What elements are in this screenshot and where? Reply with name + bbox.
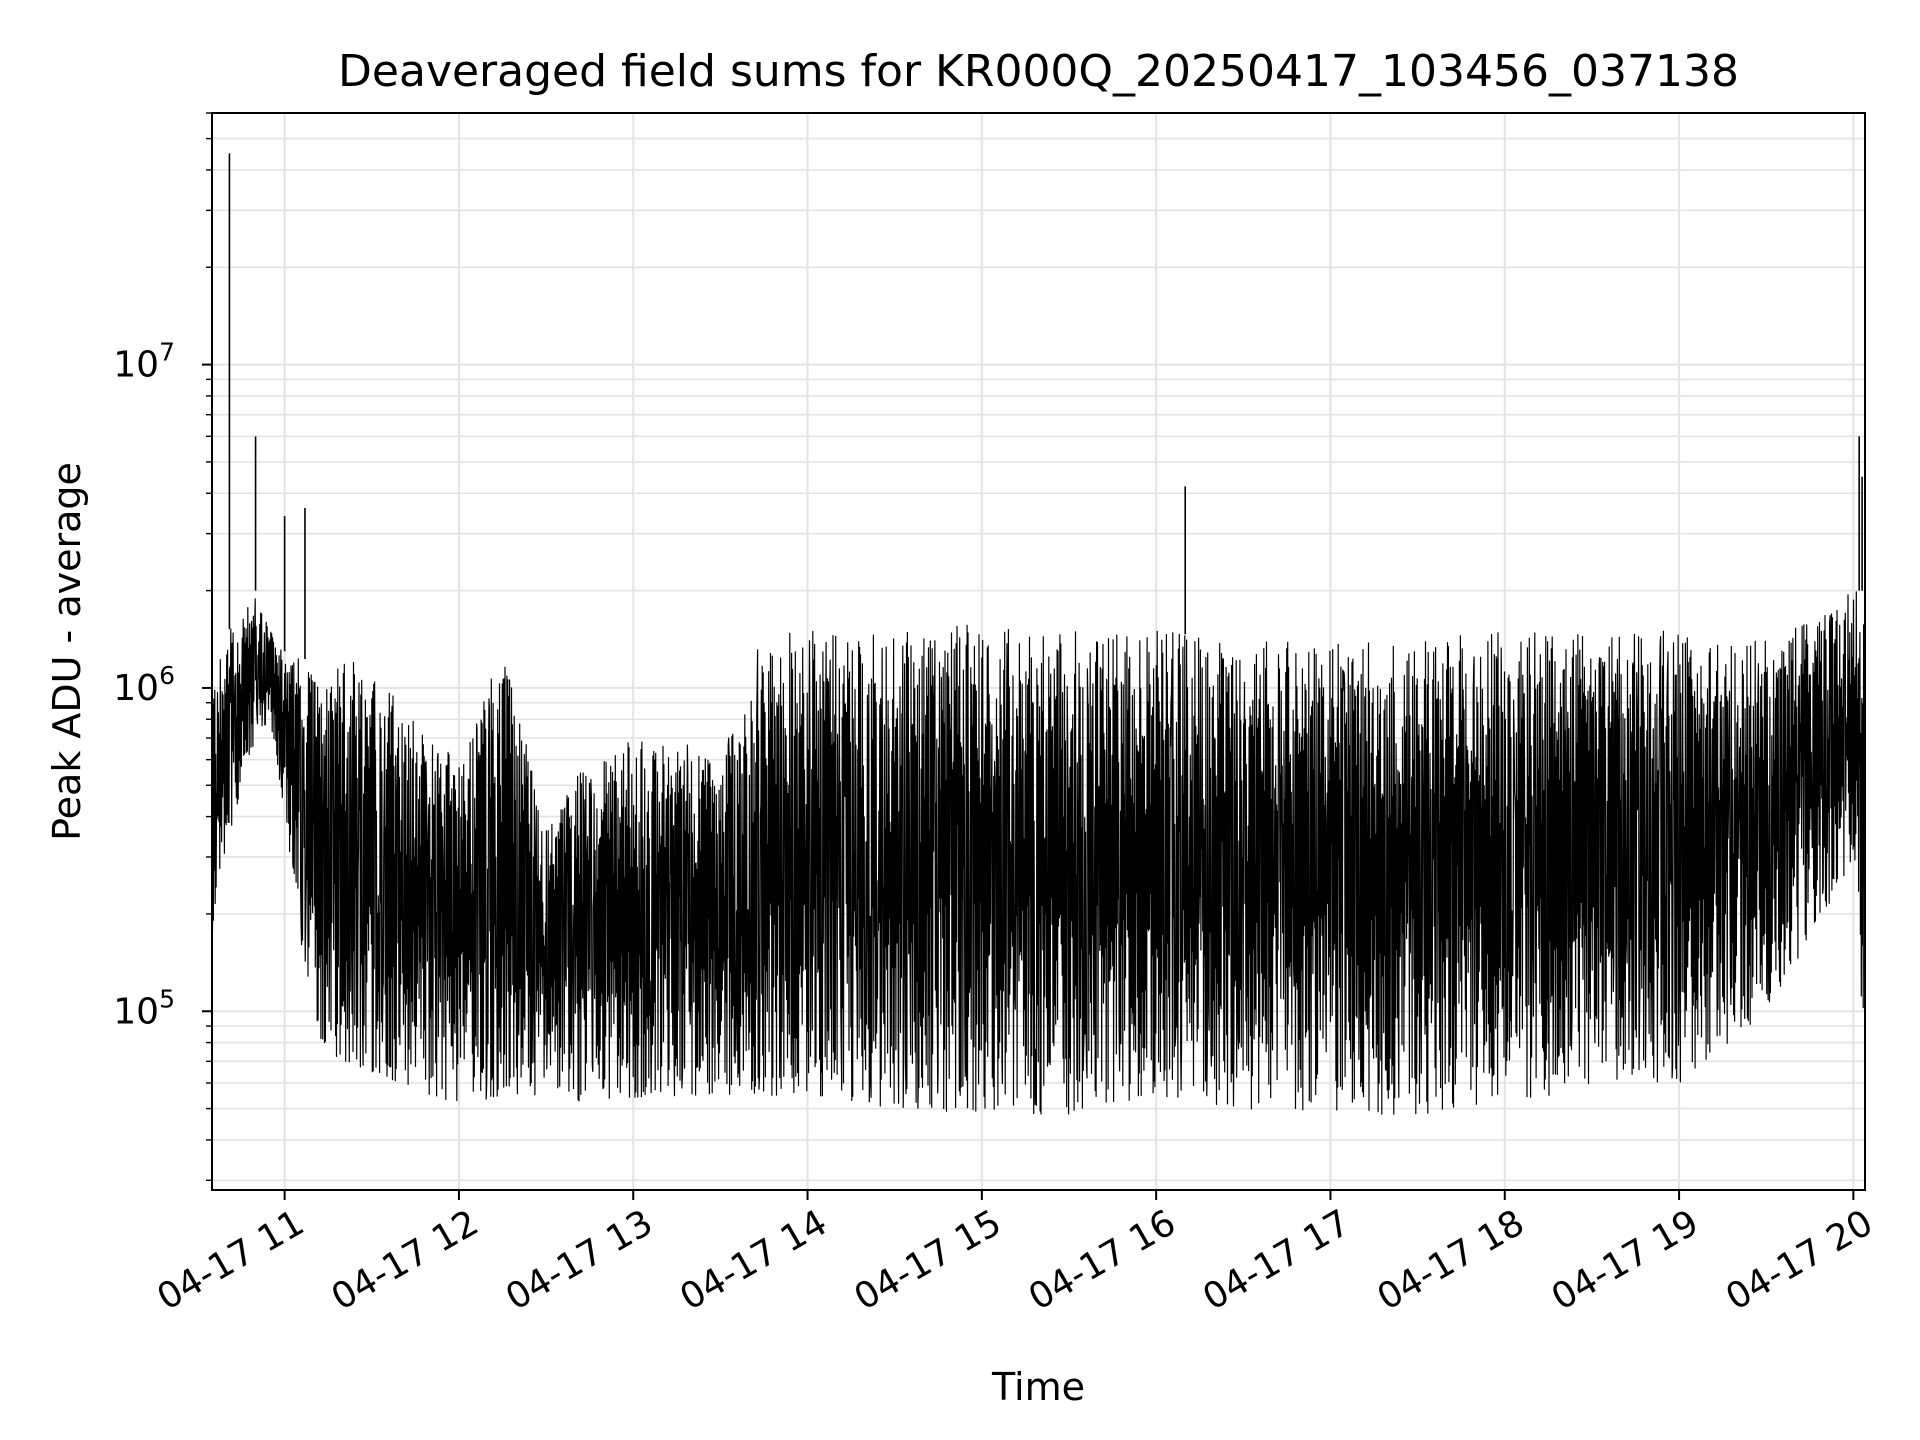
y-tick-label: 107 xyxy=(113,338,175,386)
y-axis-label: Peak ADU - average xyxy=(45,462,89,841)
x-tick-label: 04-17 11 xyxy=(150,1202,311,1318)
x-tick-label: 04-17 13 xyxy=(499,1202,660,1318)
x-tick-label: 04-17 19 xyxy=(1545,1202,1706,1318)
series-line xyxy=(211,591,1866,1115)
chart-title: Deaveraged field sums for KR000Q_2025041… xyxy=(338,46,1739,97)
x-tick-label: 04-17 14 xyxy=(673,1202,834,1318)
y-axis: 105 106 107 xyxy=(113,112,212,1182)
x-tick-label: 04-17 20 xyxy=(1719,1202,1880,1318)
x-axis: 04-17 11 04-17 12 04-17 13 04-17 14 04-17 15… xyxy=(150,1190,1880,1319)
x-tick-label: 04-17 15 xyxy=(848,1202,1009,1318)
plot-frame xyxy=(211,112,1866,1191)
y-tick-label: 106 xyxy=(113,661,175,709)
x-tick-label: 04-17 16 xyxy=(1022,1202,1183,1318)
x-tick-label: 04-17 12 xyxy=(325,1202,486,1318)
x-tick-label: 04-17 17 xyxy=(1196,1202,1357,1318)
x-axis-label: Time xyxy=(991,1365,1085,1409)
x-tick-label: 04-17 18 xyxy=(1371,1202,1532,1318)
plot-area xyxy=(211,153,1866,1115)
y-tick-label: 105 xyxy=(113,984,175,1032)
